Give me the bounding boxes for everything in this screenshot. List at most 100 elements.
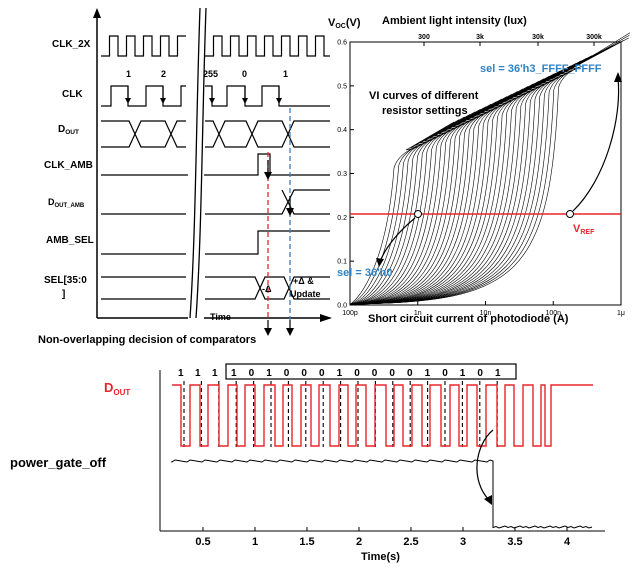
time-break-left bbox=[189, 7, 201, 319]
vi-y-ticks: 0.0 0.1 0.2 0.3 0.4 0.5 0.6 bbox=[337, 40, 354, 310]
timing-x-arrow bbox=[320, 314, 332, 322]
power-off-arrow bbox=[476, 429, 494, 501]
vi-top-axis-title: Ambient light intensity (lux) bbox=[382, 15, 527, 27]
time-label: Time bbox=[210, 312, 231, 322]
transient-x-tick-label: 1 bbox=[252, 536, 258, 548]
vi-curve bbox=[349, 32, 631, 305]
timing-y-arrow bbox=[93, 8, 101, 18]
update-label: Update bbox=[290, 289, 321, 299]
vi-curve bbox=[349, 103, 492, 305]
dout-trace-label: DOUT bbox=[104, 380, 130, 397]
vref-point-right bbox=[566, 210, 574, 218]
arrow-to-sel-max bbox=[572, 77, 620, 212]
label-amb-sel: AMB_SEL bbox=[46, 235, 94, 246]
vi-x-tick-label: 100p bbox=[342, 310, 358, 317]
vi-curve bbox=[349, 40, 624, 305]
vi-curve-label-line2: resistor settings bbox=[382, 105, 468, 117]
label-clk-amb: CLK_AMB bbox=[44, 160, 93, 171]
bit-label: 0 bbox=[372, 368, 378, 379]
vi-curve bbox=[349, 35, 630, 305]
vi-y-tick-label: 0.0 bbox=[337, 303, 347, 310]
vi-plot-frame bbox=[349, 41, 622, 306]
vi-x-tick-label: 100n bbox=[545, 310, 561, 317]
sel-zero-annotation: sel = 36'h0 bbox=[337, 267, 393, 279]
bit-label: 0 bbox=[249, 368, 255, 379]
clk-2x-waveform bbox=[101, 35, 330, 57]
vi-y-tick-label: 0.1 bbox=[337, 259, 347, 266]
bit-label: 1 bbox=[266, 368, 272, 379]
clk-count-0: 0 bbox=[242, 69, 247, 79]
vi-top-tick-label: 30k bbox=[532, 34, 544, 41]
bit-label: 1 bbox=[195, 368, 201, 379]
transient-chart: 0.5 1 1.5 2 2.5 3 3.5 4 Time(s) DOUT power_gate… bbox=[10, 363, 605, 563]
vi-curve bbox=[349, 86, 529, 305]
vi-x-tick-label: 10n bbox=[480, 310, 492, 317]
clk-waveform-left bbox=[101, 85, 186, 107]
vi-curve bbox=[349, 50, 603, 305]
decision-arrows bbox=[264, 160, 294, 336]
vi-x-axis-title: Short circuit current of photodiode (A) bbox=[368, 313, 569, 325]
vi-curve bbox=[349, 45, 614, 305]
vi-curve bbox=[349, 101, 497, 305]
vi-y-axis-label: VOC(V) bbox=[328, 17, 361, 30]
timing-diagram: CLK_2X CLK DOUT CLK_AMB DOUT_AMB AMB_SEL… bbox=[38, 6, 332, 346]
bit-label: 0 bbox=[301, 368, 307, 379]
transient-x-tick-label: 2 bbox=[356, 536, 362, 548]
arrow-to-sel-zero bbox=[379, 217, 416, 263]
vi-y-tick-label: 0.2 bbox=[337, 215, 347, 222]
vi-y-tick-label: 0.5 bbox=[337, 83, 347, 90]
bit-label: 0 bbox=[319, 368, 325, 379]
vi-x-ticks: 100p 1n 10n 100n 1μ bbox=[342, 301, 625, 317]
clk-count-2: 2 bbox=[161, 69, 166, 79]
clk-arrows bbox=[125, 86, 282, 104]
transient-x-tick-label: 3 bbox=[460, 536, 466, 548]
vi-y-tick-label: 0.3 bbox=[337, 171, 347, 178]
transient-x-tick-label: 0.5 bbox=[195, 536, 210, 548]
vi-x-tick-label: 1n bbox=[414, 310, 422, 317]
clk-amb-waveform bbox=[101, 153, 330, 176]
clk-count-255: 255 bbox=[203, 69, 218, 79]
sel-max-annotation: sel = 36'h3_FFFF_FFFF bbox=[480, 63, 602, 75]
vi-curve bbox=[349, 88, 524, 305]
vi-x-tick-label: 1μ bbox=[617, 310, 625, 317]
label-sel-bracket: ] bbox=[62, 289, 65, 300]
bit-label: 1 bbox=[495, 368, 501, 379]
vi-top-tick-label: 300 bbox=[418, 34, 430, 41]
bit-label: 1 bbox=[212, 368, 218, 379]
bit-label: 0 bbox=[284, 368, 290, 379]
bit-label: 1 bbox=[425, 368, 431, 379]
minus-delta-label: -Δ bbox=[262, 284, 272, 294]
transient-x-tick-label: 4 bbox=[564, 536, 571, 548]
vi-curve bbox=[349, 96, 508, 305]
vi-top-ticks: 300 3k 30k 300k bbox=[418, 34, 602, 46]
dout-amb-waveform bbox=[101, 189, 330, 215]
vi-curve bbox=[349, 119, 460, 305]
bit-label: 0 bbox=[477, 368, 483, 379]
vi-curve bbox=[349, 93, 513, 305]
vi-curve bbox=[349, 106, 486, 305]
transient-x-axis-title: Time(s) bbox=[361, 551, 400, 563]
label-dout: DOUT bbox=[58, 124, 79, 136]
sel-bus bbox=[101, 276, 330, 300]
vref-label: VREF bbox=[573, 223, 595, 236]
bit-label: 1 bbox=[337, 368, 343, 379]
clk-count-1: 1 bbox=[126, 69, 131, 79]
dout-bus bbox=[101, 120, 330, 148]
label-dout-amb: DOUT_AMB bbox=[48, 197, 85, 209]
vi-curve-label-line1: VI curves of different bbox=[369, 90, 479, 102]
power-gate-label: power_gate_off bbox=[10, 455, 107, 470]
vref-point-left bbox=[414, 210, 422, 218]
vi-curve bbox=[349, 116, 465, 305]
vi-curve-chart: 0.0 0.1 0.2 0.3 0.4 0.5 0.6 100p 1n 10n 100n 1μ 30… bbox=[328, 15, 631, 325]
bit-label: 0 bbox=[354, 368, 360, 379]
plus-delta-label: +Δ & bbox=[293, 276, 314, 286]
vi-curve bbox=[349, 91, 518, 305]
vi-curve bbox=[349, 114, 471, 305]
vi-y-tick-label: 0.6 bbox=[337, 40, 347, 47]
clk-count-1b: 1 bbox=[283, 69, 288, 79]
timing-caption: Non-overlapping decision of comparators bbox=[38, 334, 256, 346]
bit-label: 1 bbox=[178, 368, 184, 379]
transient-x-tick-label: 2.5 bbox=[403, 536, 418, 548]
